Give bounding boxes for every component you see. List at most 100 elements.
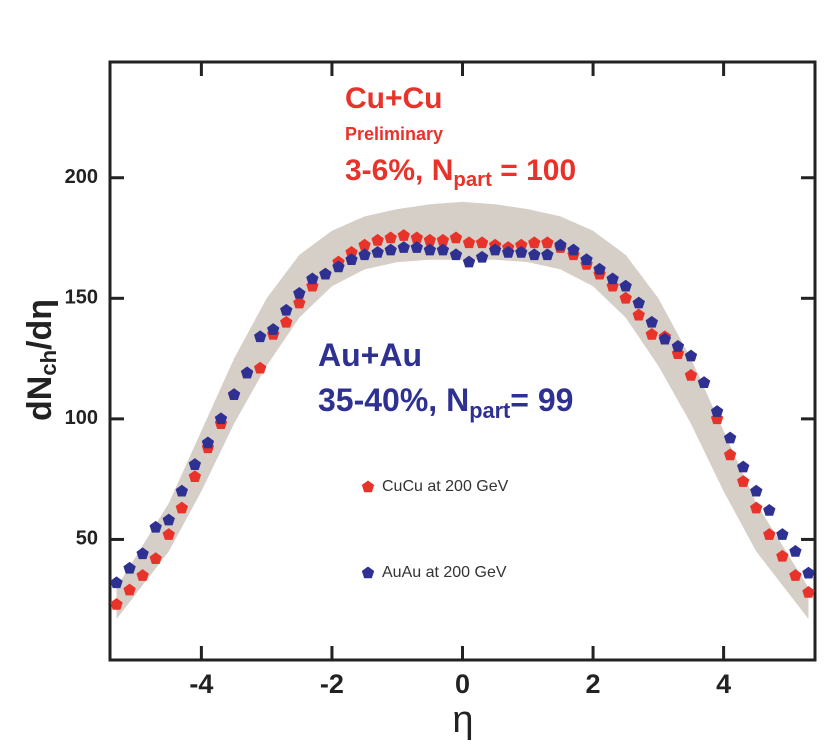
data-point [488, 243, 502, 256]
annotation-text: 35-40%, N [318, 382, 469, 418]
data-point [358, 238, 371, 251]
data-point [240, 366, 254, 379]
legend-marker [361, 566, 375, 579]
data-point [462, 236, 476, 249]
data-point [345, 253, 358, 265]
data-point [384, 243, 397, 256]
data-point [149, 552, 162, 564]
data-point [136, 569, 149, 581]
y-tick-label: 200 [65, 166, 98, 188]
data-point [397, 241, 410, 253]
x-tick-label: -4 [189, 669, 213, 699]
data-point [684, 368, 698, 381]
data-point [619, 291, 632, 304]
data-point [697, 376, 711, 388]
data-point [371, 233, 384, 246]
data-point [710, 405, 724, 417]
data-point [645, 327, 658, 340]
data-point [136, 547, 149, 560]
x-tick-label: 0 [455, 669, 470, 699]
y-label-after: /dη [21, 299, 59, 350]
data-point [384, 231, 397, 244]
data-point [528, 248, 541, 261]
data-point [397, 229, 410, 241]
data-point [110, 576, 123, 589]
data-point [515, 245, 528, 258]
annotation: Cu+Cu [345, 82, 443, 115]
data-point [632, 308, 645, 321]
data-point [776, 528, 789, 540]
data-point [789, 569, 802, 581]
data-point [436, 243, 450, 256]
data-point [619, 279, 632, 292]
annotation-sub: part [469, 398, 510, 423]
data-point [358, 248, 371, 261]
x-tick-label: 2 [586, 669, 601, 699]
annotation-text: Preliminary [345, 124, 443, 144]
annotation-after: = 99 [510, 382, 573, 418]
data-point [319, 267, 332, 280]
data-point [293, 296, 306, 309]
data-point [502, 245, 515, 258]
data-point [280, 315, 293, 328]
y-tick-label: 100 [65, 407, 98, 429]
data-point [110, 598, 123, 610]
data-point [175, 501, 188, 514]
x-tick-label: 4 [716, 669, 731, 699]
data-point [723, 448, 737, 461]
data-point [162, 513, 175, 526]
x-axis-label: η [452, 699, 473, 741]
data-point [763, 528, 776, 540]
annotation-sub: part [453, 169, 492, 191]
data-point [776, 549, 789, 562]
annotation: 35-40%, Npart= 99 [318, 382, 573, 422]
data-point [253, 330, 267, 343]
legend-label: AuAu at 200 GeV [382, 564, 507, 581]
legend-label: CuCu at 200 GeV [382, 478, 509, 495]
annotation-after: = 100 [492, 154, 576, 187]
y-label-main: dN [21, 376, 59, 421]
data-point [449, 248, 463, 261]
data-point [462, 255, 476, 268]
annotation-text: 3-6%, N [345, 154, 453, 187]
y-tick-label: 50 [76, 528, 98, 550]
data-point [436, 233, 450, 246]
data-point [253, 361, 267, 374]
data-point [541, 236, 554, 249]
data-point [684, 349, 698, 362]
data-point [267, 323, 280, 335]
data-point [802, 585, 815, 598]
data-point [658, 332, 672, 345]
annotation: Au+Au [318, 337, 422, 373]
annotation-text: Au+Au [318, 337, 422, 373]
data-point [410, 231, 423, 244]
data-point [567, 243, 580, 256]
data-point [737, 475, 750, 487]
data-point [515, 238, 528, 251]
data-point [332, 260, 345, 273]
data-point [671, 340, 685, 352]
data-point [123, 583, 136, 596]
data-point [449, 231, 463, 244]
data-point [580, 253, 593, 265]
data-point [175, 484, 188, 497]
data-point [227, 388, 241, 401]
legend-marker [361, 480, 375, 493]
annotation: 3-6%, Npart = 100 [345, 154, 576, 191]
data-point [293, 286, 306, 299]
data-point [750, 484, 763, 497]
data-point [306, 272, 319, 285]
data-point [528, 236, 541, 249]
data-point [541, 248, 554, 261]
data-point [723, 431, 737, 444]
data-point [475, 250, 489, 263]
data-point [475, 236, 489, 249]
data-point [410, 241, 423, 253]
data-point [423, 233, 437, 246]
data-point [645, 315, 658, 328]
annotation: Preliminary [345, 124, 443, 144]
data-point [149, 520, 162, 533]
data-point [606, 272, 619, 285]
data-point [162, 528, 175, 540]
